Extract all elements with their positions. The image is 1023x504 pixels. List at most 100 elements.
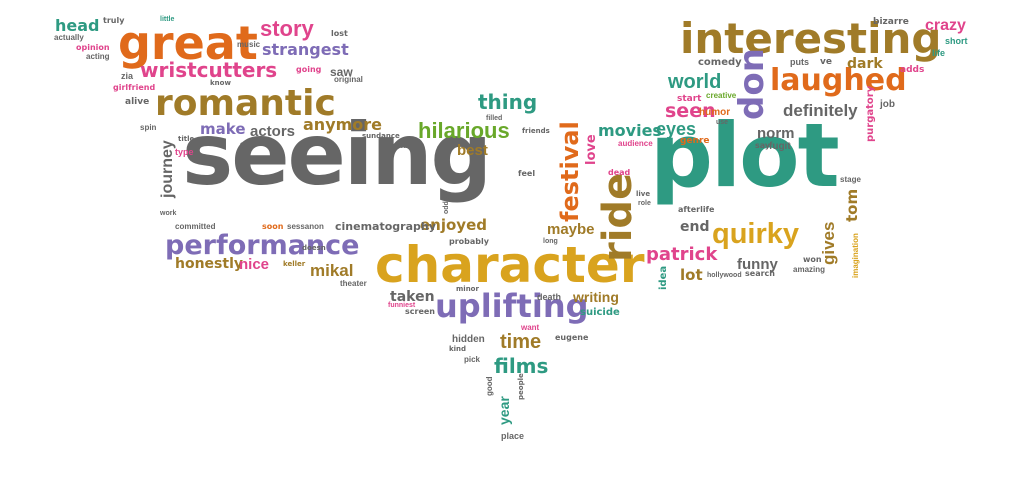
word-bizarre: bizarre — [873, 17, 909, 27]
word-maybe: maybe — [547, 221, 595, 238]
word-eyes: eyes — [656, 119, 697, 139]
word-doesn: doesn — [302, 244, 326, 252]
word-hidden: hidden — [452, 334, 485, 345]
word-wristcutters: wristcutters — [140, 58, 278, 82]
word-journey: journey — [159, 140, 176, 198]
word-dark: dark — [847, 56, 883, 72]
word-humor: humor — [699, 107, 731, 118]
word-use: use — [716, 119, 729, 126]
word-screen: screen — [405, 307, 435, 316]
word-kind: kind — [449, 345, 467, 353]
word-films: films — [494, 354, 549, 378]
word-crazy: crazy — [925, 17, 966, 34]
word-zia: zia — [121, 71, 134, 81]
word-time: time — [500, 331, 542, 353]
word-ride: ride — [595, 172, 641, 262]
word-live: live — [636, 190, 651, 198]
word-thing: thing — [478, 90, 538, 114]
word-feel: feel — [518, 169, 536, 178]
word-place: place — [501, 431, 525, 441]
word-hollywood: hollywood — [707, 272, 742, 279]
word-interesting: interesting — [680, 14, 942, 63]
word-honestly: honestly — [175, 256, 243, 272]
word-laughed: laughed — [770, 63, 907, 98]
word-role: role — [638, 200, 651, 207]
word-keller: keller — [283, 260, 306, 268]
word-pick: pick — [464, 355, 481, 364]
word-music: music — [237, 40, 261, 49]
word-say: say — [755, 141, 771, 150]
word-end: end — [680, 219, 710, 235]
word-type: type — [175, 147, 194, 157]
word-search: search — [745, 269, 775, 278]
word-world: world — [668, 71, 722, 93]
word-suicide: suicide — [580, 307, 620, 318]
word-acting: acting — [86, 52, 110, 61]
word-minor: minor — [456, 285, 479, 293]
word-gives: gives — [819, 221, 838, 265]
word-mikal: mikal — [310, 261, 354, 280]
word-performance: performance — [165, 230, 360, 261]
word-quirky: quirky — [712, 218, 800, 250]
word-nice: nice — [239, 256, 270, 273]
word-idea: idea — [658, 265, 669, 290]
word-sessanon: sessanon — [287, 222, 324, 231]
word-little: little — [160, 16, 175, 23]
word-audience: audience — [618, 139, 653, 148]
word-plot: plot — [650, 104, 840, 207]
word-work: work — [160, 210, 177, 217]
word-uplifting: uplifting — [435, 287, 589, 325]
word-strangest: strangest — [262, 40, 349, 59]
word-alive: alive — [125, 97, 150, 107]
word-death: death — [537, 292, 562, 302]
word-truly: truly — [103, 16, 125, 25]
word-comedy: comedy — [698, 57, 742, 68]
word-friends: friends — [522, 127, 550, 135]
word-girlfriend: girlfriend — [113, 83, 156, 92]
word-saw: saw — [330, 65, 353, 79]
word-seeing: seeing — [182, 105, 492, 205]
word-tom: tom — [843, 188, 861, 222]
word-going: going — [296, 65, 322, 74]
word-writing: writing — [573, 289, 619, 305]
word-lot: lot — [680, 266, 703, 284]
word-hilarious: hilarious — [418, 118, 510, 143]
word-actually: actually — [54, 33, 84, 42]
word-original: original — [334, 75, 363, 84]
word-year: year — [496, 396, 512, 425]
word-eugene: eugene — [555, 333, 589, 342]
word-start: start — [677, 94, 702, 104]
word-oddly: oddly — [443, 195, 450, 214]
word-probably: probably — [449, 237, 489, 246]
word-amazing: amazing — [793, 265, 826, 274]
word-dead: dead — [608, 168, 631, 177]
word-won: won — [803, 255, 822, 264]
word-funniest: funniest — [388, 302, 416, 309]
word-title: title — [178, 135, 195, 143]
word-job: job — [880, 99, 895, 110]
word-ve: ve — [820, 57, 832, 67]
word-fugit: fugit — [769, 141, 791, 152]
word-purgatory: purgatory — [865, 85, 876, 142]
word-adds: adds — [900, 65, 925, 75]
word-soon: soon — [262, 222, 284, 231]
word-norm: norm — [757, 125, 795, 142]
word-definitely: definitely — [783, 101, 858, 120]
word-opinion: opinion — [76, 43, 110, 52]
word-lost: lost — [331, 29, 348, 38]
word-trip: trip — [240, 141, 253, 150]
word-great: great — [118, 16, 258, 70]
word-character: character — [375, 236, 645, 294]
word-head: head — [55, 16, 100, 35]
word-seen: seen — [665, 100, 716, 122]
word-life: life — [932, 48, 946, 58]
word-romantic: romantic — [155, 83, 336, 124]
word-funny: funny — [737, 256, 778, 273]
word-half: half — [398, 142, 414, 150]
word-know: know — [210, 79, 231, 87]
word-stage: stage — [840, 175, 861, 184]
word-imagination: imagination — [851, 233, 860, 278]
word-spin: spin — [140, 123, 157, 132]
word-best: best — [457, 142, 488, 159]
word-afterlife: afterlife — [678, 205, 715, 214]
